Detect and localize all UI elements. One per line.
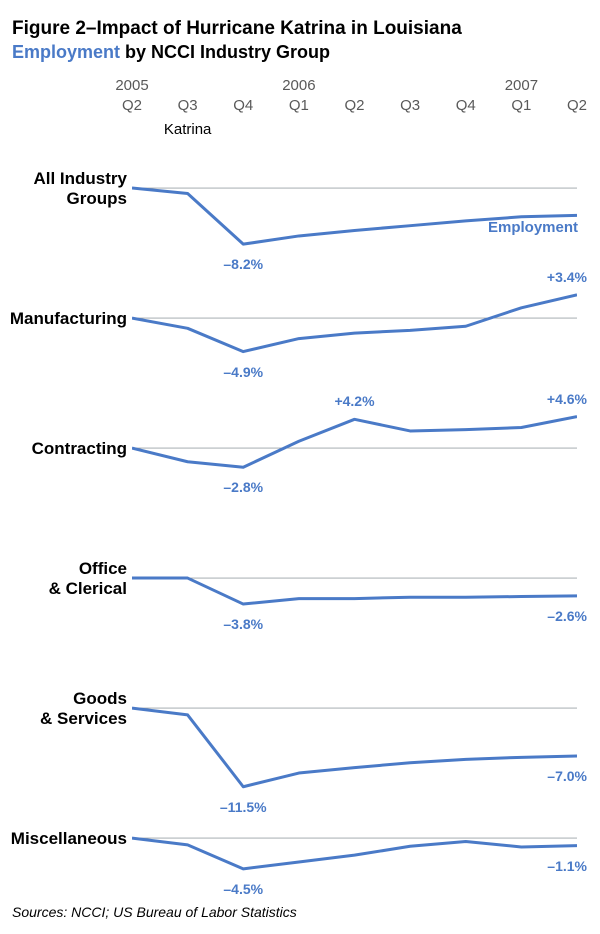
series-line	[132, 417, 577, 468]
panel-label: Manufacturing	[0, 309, 127, 329]
panel-plot	[132, 147, 577, 277]
value-annotation: –4.5%	[223, 881, 263, 897]
axis-year-label: 2006	[282, 77, 315, 94]
series-line	[132, 578, 577, 604]
panels-container: All IndustryGroups–8.2%EmploymentManufac…	[12, 147, 582, 927]
panel-label: Goods& Services	[0, 689, 127, 728]
series-line	[132, 295, 577, 352]
series-name-label: Employment	[488, 219, 578, 236]
axis-quarter-label: Q1	[511, 97, 531, 114]
panel-label: Contracting	[0, 439, 127, 459]
panel-label: All IndustryGroups	[0, 169, 127, 208]
subtitle-accent: Employment	[12, 42, 120, 62]
series-line	[132, 838, 577, 869]
value-annotation: +3.4%	[547, 269, 587, 285]
axis-year-label: 2005	[115, 77, 148, 94]
sources-footnote: Sources: NCCI; US Bureau of Labor Statis…	[12, 904, 297, 920]
axis-quarter-label: Q3	[178, 97, 198, 114]
panel-plot	[132, 537, 577, 667]
axis-year-label: 2007	[505, 77, 538, 94]
value-annotation: –1.1%	[547, 858, 587, 874]
figure-subtitle: Employment by NCCI Industry Group	[12, 42, 588, 63]
figure-title: Figure 2–Impact of Hurricane Katrina in …	[12, 18, 588, 40]
axis-quarter-label: Q1	[289, 97, 309, 114]
value-annotation: –8.2%	[223, 256, 263, 272]
axis-quarter-label: Q2	[344, 97, 364, 114]
panel-label: Office& Clerical	[0, 559, 127, 598]
value-annotation: +4.2%	[334, 393, 374, 409]
axis-quarter-label: Q2	[122, 97, 142, 114]
subtitle-rest: by NCCI Industry Group	[120, 42, 330, 62]
panel-manufacturing: Manufacturing–4.9%+3.4%	[12, 277, 582, 407]
value-annotation: –4.9%	[223, 364, 263, 380]
panel-goods-services: Goods& Services–11.5%–7.0%	[12, 667, 582, 797]
panel-plot	[132, 277, 577, 407]
panel-office-clerical: Office& Clerical–3.8%–2.6%	[12, 537, 582, 667]
axis-quarter-label: Q2	[567, 97, 587, 114]
panel-label: Miscellaneous	[0, 829, 127, 849]
axis-quarter-label: Q4	[456, 97, 476, 114]
axis-quarter-label: Q3	[400, 97, 420, 114]
axis-quarter-label: Q4	[233, 97, 253, 114]
x-axis: 200520062007Q2Q3Q4Q1Q2Q3Q4Q1Q2	[132, 77, 577, 119]
value-annotation: –7.0%	[547, 768, 587, 784]
panel-plot	[132, 667, 577, 797]
value-annotation: –2.8%	[223, 479, 263, 495]
panel-plot	[132, 407, 577, 537]
value-annotation: –2.6%	[547, 608, 587, 624]
katrina-marker-label: Katrina	[164, 121, 212, 138]
panel-contracting: Contracting–2.8%+4.2%+4.6%	[12, 407, 582, 537]
value-annotation: +4.6%	[547, 391, 587, 407]
value-annotation: –3.8%	[223, 616, 263, 632]
panel-all-industry-groups: All IndustryGroups–8.2%Employment	[12, 147, 582, 277]
series-line	[132, 708, 577, 787]
chart-area: 200520062007Q2Q3Q4Q1Q2Q3Q4Q1Q2 Katrina A…	[12, 77, 582, 927]
